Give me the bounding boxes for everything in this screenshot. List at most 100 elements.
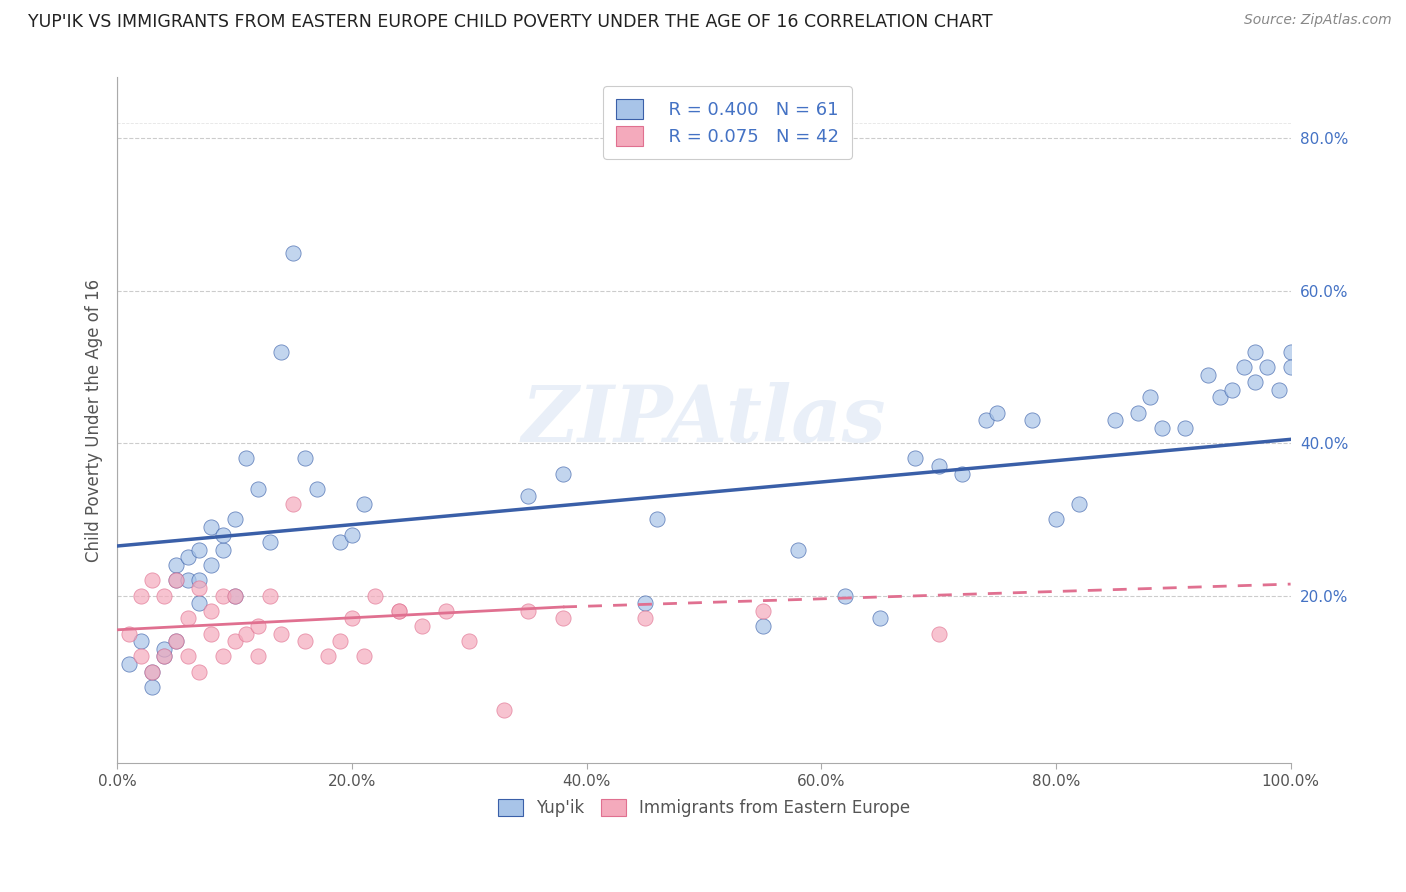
Point bbox=[246, 619, 269, 633]
Point bbox=[928, 626, 950, 640]
Point bbox=[294, 634, 316, 648]
Point bbox=[235, 451, 257, 466]
Point bbox=[283, 245, 305, 260]
Point bbox=[974, 413, 997, 427]
Point bbox=[1069, 497, 1091, 511]
Point bbox=[1244, 375, 1267, 389]
Point bbox=[165, 574, 187, 588]
Point bbox=[188, 581, 211, 595]
Point bbox=[176, 649, 198, 664]
Point bbox=[129, 589, 152, 603]
Point bbox=[329, 634, 352, 648]
Point bbox=[141, 574, 163, 588]
Y-axis label: Child Poverty Under the Age of 16: Child Poverty Under the Age of 16 bbox=[86, 278, 103, 562]
Point bbox=[1139, 391, 1161, 405]
Point bbox=[118, 626, 141, 640]
Point bbox=[200, 520, 222, 534]
Point bbox=[1256, 359, 1278, 374]
Point bbox=[224, 589, 246, 603]
Text: YUP'IK VS IMMIGRANTS FROM EASTERN EUROPE CHILD POVERTY UNDER THE AGE OF 16 CORRE: YUP'IK VS IMMIGRANTS FROM EASTERN EUROPE… bbox=[28, 13, 993, 31]
Point bbox=[165, 574, 187, 588]
Point bbox=[1021, 413, 1043, 427]
Point bbox=[1233, 359, 1256, 374]
Point bbox=[353, 649, 375, 664]
Point bbox=[246, 649, 269, 664]
Point bbox=[786, 542, 808, 557]
Text: Source: ZipAtlas.com: Source: ZipAtlas.com bbox=[1244, 13, 1392, 28]
Point bbox=[329, 535, 352, 549]
Point bbox=[1198, 368, 1220, 382]
Point bbox=[458, 634, 481, 648]
Point bbox=[200, 558, 222, 572]
Point bbox=[188, 665, 211, 679]
Point bbox=[340, 611, 363, 625]
Point bbox=[224, 634, 246, 648]
Point bbox=[176, 611, 198, 625]
Point bbox=[153, 641, 176, 656]
Point bbox=[246, 482, 269, 496]
Point bbox=[153, 649, 176, 664]
Point bbox=[176, 550, 198, 565]
Point bbox=[1268, 383, 1291, 397]
Point bbox=[516, 490, 538, 504]
Point bbox=[634, 596, 657, 610]
Point bbox=[751, 604, 773, 618]
Point bbox=[1244, 344, 1267, 359]
Point bbox=[1045, 512, 1067, 526]
Point bbox=[494, 703, 516, 717]
Point bbox=[188, 542, 211, 557]
Point bbox=[986, 406, 1008, 420]
Point bbox=[200, 604, 222, 618]
Point bbox=[1150, 421, 1173, 435]
Point bbox=[388, 604, 411, 618]
Point bbox=[211, 649, 233, 664]
Point bbox=[259, 589, 281, 603]
Point bbox=[200, 626, 222, 640]
Point bbox=[434, 604, 457, 618]
Point bbox=[118, 657, 141, 671]
Point bbox=[1279, 359, 1302, 374]
Point bbox=[176, 574, 198, 588]
Point bbox=[129, 649, 152, 664]
Point bbox=[1126, 406, 1149, 420]
Point bbox=[950, 467, 973, 481]
Point bbox=[224, 589, 246, 603]
Point bbox=[551, 611, 574, 625]
Point bbox=[834, 589, 856, 603]
Point bbox=[211, 527, 233, 541]
Point bbox=[1174, 421, 1197, 435]
Point bbox=[1279, 344, 1302, 359]
Point bbox=[364, 589, 387, 603]
Point bbox=[235, 626, 257, 640]
Point bbox=[1209, 391, 1232, 405]
Point bbox=[411, 619, 433, 633]
Point bbox=[294, 451, 316, 466]
Point bbox=[928, 458, 950, 473]
Point bbox=[318, 649, 340, 664]
Point bbox=[869, 611, 891, 625]
Point bbox=[211, 589, 233, 603]
Point bbox=[165, 558, 187, 572]
Point bbox=[551, 467, 574, 481]
Point bbox=[388, 604, 411, 618]
Point bbox=[751, 619, 773, 633]
Point bbox=[141, 665, 163, 679]
Point bbox=[188, 596, 211, 610]
Point bbox=[340, 527, 363, 541]
Point bbox=[129, 634, 152, 648]
Point bbox=[165, 634, 187, 648]
Text: ZIPAtlas: ZIPAtlas bbox=[522, 382, 886, 458]
Point bbox=[305, 482, 328, 496]
Point bbox=[211, 542, 233, 557]
Point bbox=[270, 626, 292, 640]
Point bbox=[141, 665, 163, 679]
Point bbox=[353, 497, 375, 511]
Point bbox=[270, 344, 292, 359]
Point bbox=[153, 649, 176, 664]
Point bbox=[259, 535, 281, 549]
Point bbox=[904, 451, 927, 466]
Point bbox=[645, 512, 668, 526]
Point bbox=[224, 512, 246, 526]
Point bbox=[153, 589, 176, 603]
Point bbox=[283, 497, 305, 511]
